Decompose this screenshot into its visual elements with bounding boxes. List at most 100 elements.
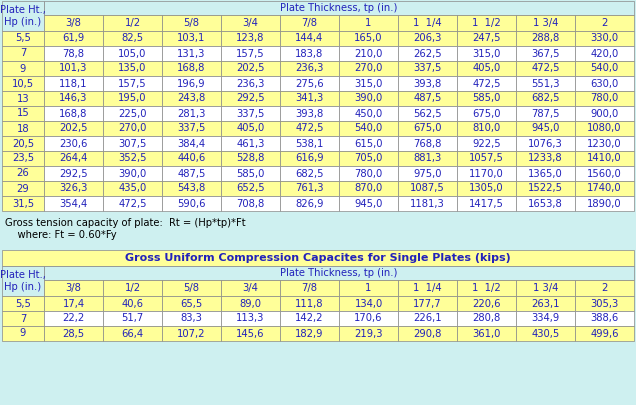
Text: 292,5: 292,5 xyxy=(59,168,88,179)
Text: 2: 2 xyxy=(601,283,607,293)
Text: 761,3: 761,3 xyxy=(295,183,324,194)
Text: 7: 7 xyxy=(20,313,26,324)
Bar xyxy=(339,296,398,311)
Bar xyxy=(162,136,221,151)
Text: 182,9: 182,9 xyxy=(295,328,324,339)
Bar xyxy=(162,196,221,211)
Text: 440,6: 440,6 xyxy=(177,153,205,164)
Bar xyxy=(575,15,634,31)
Bar xyxy=(575,311,634,326)
Bar xyxy=(2,166,44,181)
Text: 1080,0: 1080,0 xyxy=(587,124,622,134)
Bar xyxy=(2,181,44,196)
Bar xyxy=(575,136,634,151)
Bar xyxy=(398,166,457,181)
Text: 528,8: 528,8 xyxy=(237,153,265,164)
Text: where: Ft = 0.60*Fy: where: Ft = 0.60*Fy xyxy=(5,230,116,241)
Text: 472,5: 472,5 xyxy=(531,64,560,73)
Bar xyxy=(103,181,162,196)
Bar xyxy=(457,46,516,61)
Text: 1890,0: 1890,0 xyxy=(587,198,622,209)
Text: 675,0: 675,0 xyxy=(413,124,442,134)
Bar xyxy=(339,166,398,181)
Bar xyxy=(162,296,221,311)
Bar xyxy=(398,106,457,121)
Text: 590,6: 590,6 xyxy=(177,198,206,209)
Text: 89,0: 89,0 xyxy=(240,298,261,309)
Bar xyxy=(2,296,44,311)
Text: 23,5: 23,5 xyxy=(12,153,34,164)
Bar xyxy=(516,121,575,136)
Bar xyxy=(221,296,280,311)
Text: 787,5: 787,5 xyxy=(531,109,560,119)
Bar xyxy=(103,296,162,311)
Text: 1230,0: 1230,0 xyxy=(587,139,622,149)
Bar xyxy=(44,181,103,196)
Text: 870,0: 870,0 xyxy=(354,183,383,194)
Text: 585,0: 585,0 xyxy=(237,168,265,179)
Bar xyxy=(103,121,162,136)
Bar xyxy=(398,61,457,76)
Text: 472,5: 472,5 xyxy=(295,124,324,134)
Text: 487,5: 487,5 xyxy=(177,168,205,179)
Bar xyxy=(457,151,516,166)
Bar xyxy=(457,181,516,196)
Bar xyxy=(221,15,280,31)
Text: 195,0: 195,0 xyxy=(118,94,147,104)
Bar xyxy=(44,296,103,311)
Text: 615,0: 615,0 xyxy=(354,139,383,149)
Text: 388,6: 388,6 xyxy=(590,313,619,324)
Bar xyxy=(103,311,162,326)
Text: 562,5: 562,5 xyxy=(413,109,442,119)
Text: 405,0: 405,0 xyxy=(473,64,501,73)
Bar xyxy=(44,266,634,280)
Bar xyxy=(457,61,516,76)
Text: 630,0: 630,0 xyxy=(590,79,619,89)
Bar xyxy=(280,76,339,91)
Bar xyxy=(221,311,280,326)
Text: 134,0: 134,0 xyxy=(354,298,383,309)
Text: 5,5: 5,5 xyxy=(15,298,31,309)
Bar xyxy=(457,196,516,211)
Bar xyxy=(339,61,398,76)
Text: 165,0: 165,0 xyxy=(354,34,383,43)
Bar xyxy=(162,61,221,76)
Bar xyxy=(457,136,516,151)
Bar xyxy=(44,15,103,31)
Text: 113,3: 113,3 xyxy=(237,313,265,324)
Bar xyxy=(44,326,103,341)
Bar xyxy=(2,311,44,326)
Text: 1233,8: 1233,8 xyxy=(528,153,563,164)
Text: 780,0: 780,0 xyxy=(354,168,383,179)
Text: 1740,0: 1740,0 xyxy=(587,183,622,194)
Bar xyxy=(398,15,457,31)
Text: 7: 7 xyxy=(20,49,26,58)
Bar xyxy=(339,181,398,196)
Bar xyxy=(44,61,103,76)
Text: 7/8: 7/8 xyxy=(301,18,317,28)
Text: 103,1: 103,1 xyxy=(177,34,205,43)
Text: 15: 15 xyxy=(17,109,29,119)
Text: 326,3: 326,3 xyxy=(59,183,88,194)
Bar xyxy=(44,106,103,121)
Bar xyxy=(221,166,280,181)
Text: 780,0: 780,0 xyxy=(590,94,619,104)
Text: 3/8: 3/8 xyxy=(66,18,81,28)
Bar xyxy=(339,196,398,211)
Text: 616,9: 616,9 xyxy=(295,153,324,164)
Text: 487,5: 487,5 xyxy=(413,94,441,104)
Bar xyxy=(162,166,221,181)
Text: 29: 29 xyxy=(17,183,29,194)
Text: 461,3: 461,3 xyxy=(237,139,265,149)
Text: 236,3: 236,3 xyxy=(295,64,324,73)
Bar xyxy=(339,15,398,31)
Bar xyxy=(339,46,398,61)
Bar xyxy=(575,296,634,311)
Bar xyxy=(103,136,162,151)
Text: 315,0: 315,0 xyxy=(473,49,501,58)
Text: 82,5: 82,5 xyxy=(121,34,144,43)
Bar xyxy=(103,76,162,91)
Bar xyxy=(162,15,221,31)
Bar xyxy=(2,326,44,341)
Text: 40,6: 40,6 xyxy=(121,298,144,309)
